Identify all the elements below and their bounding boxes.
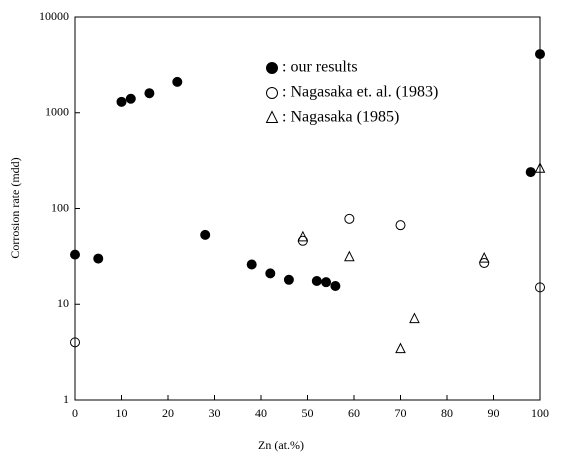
filled-circle-marker	[116, 96, 127, 107]
triangle-marker	[534, 162, 546, 173]
x-tick-label: 40	[255, 406, 267, 420]
triangle-marker	[478, 251, 490, 263]
filled-circle-marker	[93, 253, 104, 264]
open-circle-marker	[479, 257, 490, 268]
legend-marker	[266, 87, 278, 99]
open-circle-marker	[535, 282, 545, 293]
filled-circle-marker	[246, 259, 257, 270]
y-tick-label: 100	[51, 200, 69, 214]
x-tick-label: 90	[488, 406, 500, 420]
triangle-marker	[344, 250, 355, 262]
x-tick-label: 10	[116, 406, 128, 420]
filled-circle-marker	[172, 76, 183, 87]
filled-circle-marker	[321, 277, 332, 288]
triangle-marker	[297, 230, 309, 242]
filled-circle-marker	[144, 88, 155, 99]
y-tick-label: 1	[63, 392, 69, 406]
triangle-marker	[395, 342, 406, 354]
x-axis-label: Zn (at.%)	[258, 438, 304, 452]
x-tick-label: 30	[209, 406, 221, 420]
filled-circle-marker	[125, 93, 136, 104]
y-axis-label: Corrosion rate (mdd)	[8, 157, 22, 258]
legend-label: : Nagasaka et. al. (1983)	[282, 84, 438, 101]
x-tick-label: 0	[72, 406, 78, 420]
y-tick-label: 10	[57, 296, 69, 310]
x-tick-label: 50	[302, 406, 314, 420]
filled-circle-marker	[535, 49, 545, 60]
legend-marker	[266, 62, 278, 74]
y-tick-label: 10000	[39, 9, 69, 23]
filled-circle-marker	[200, 229, 211, 240]
filled-circle-marker	[283, 274, 294, 285]
x-tick-label: 100	[531, 406, 549, 420]
triangle-marker	[409, 312, 420, 324]
x-tick-label: 20	[162, 406, 174, 420]
x-tick-label: 60	[348, 406, 360, 420]
x-tick-label: 70	[395, 406, 407, 420]
filled-circle-marker	[311, 275, 322, 286]
legend-label: : our results	[282, 59, 358, 76]
open-circle-marker	[344, 213, 355, 224]
x-tick-label: 80	[441, 406, 453, 420]
y-tick-label: 1000	[45, 105, 69, 119]
open-circle-marker	[70, 337, 80, 348]
legend-label: : Nagasaka (1985)	[282, 109, 399, 126]
filled-circle-marker	[265, 268, 276, 279]
open-circle-marker	[395, 220, 406, 231]
filled-circle-marker	[330, 281, 341, 292]
filled-circle-marker	[70, 249, 80, 260]
filled-circle-marker	[525, 167, 536, 178]
legend-marker	[265, 110, 279, 123]
